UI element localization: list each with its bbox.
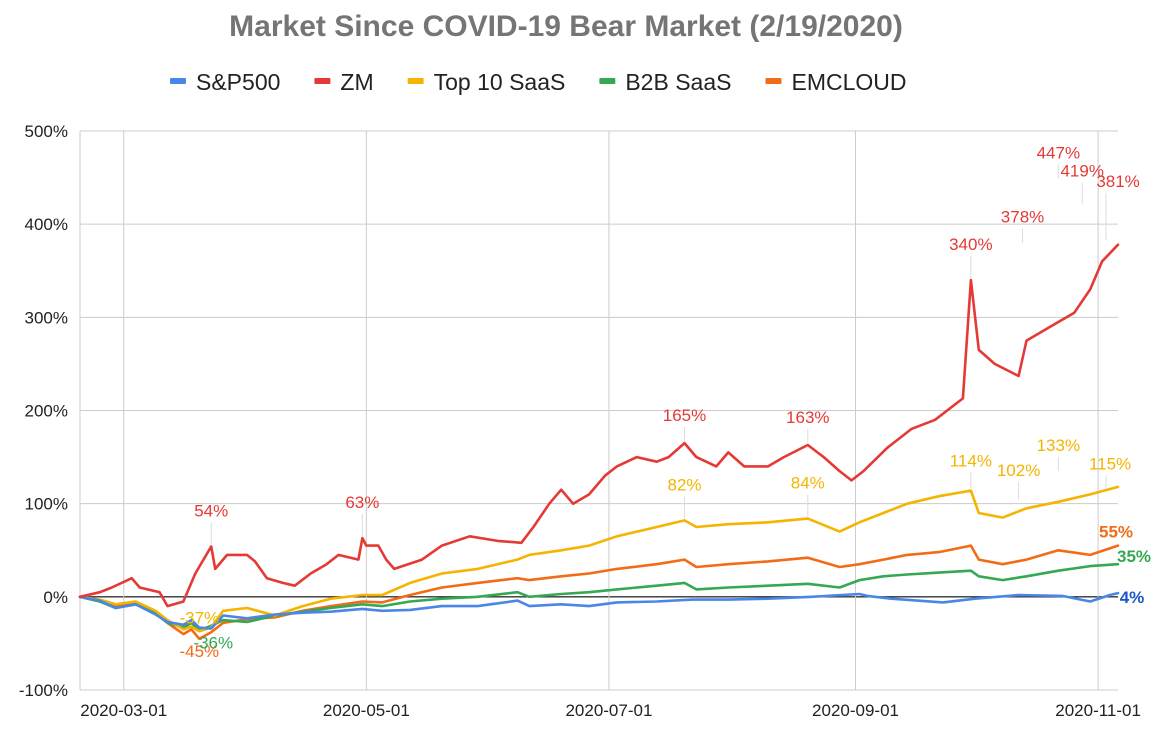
data-label-zm: 54% <box>194 502 228 521</box>
y-tick-label: 400% <box>25 215 68 234</box>
data-label-top-10-saas: 115% <box>1089 455 1131 474</box>
data-label-top-10-saas: 133% <box>1037 436 1080 455</box>
y-tick-label: 300% <box>25 308 68 327</box>
data-label-b2b-saas: 35% <box>1117 547 1151 566</box>
data-label-top-10-saas: 82% <box>667 475 701 494</box>
legend-swatch-top-10-saas <box>407 78 424 84</box>
data-labels: 54% 63% 165% 163% 340% 378% 447%419%381% -37% 82… <box>179 143 1151 660</box>
y-tick-label: 200% <box>25 402 68 421</box>
data-label-top-10-saas: 114% <box>950 452 992 471</box>
y-axis-tick-labels: -100% 0% 100% 200% 300% 400% 500% <box>19 122 68 700</box>
data-label-zm: 419% <box>1060 161 1103 180</box>
data-label-top-10-saas: -37% <box>179 608 219 627</box>
data-label-zm: 447% <box>1037 143 1080 162</box>
x-axis-tick-labels: 2020-03-01 2020-05-01 2020-07-01 2020-09-01… <box>80 701 1141 720</box>
data-label-sp500: 4% <box>1120 588 1145 607</box>
x-tick-label: 2020-03-01 <box>80 701 167 720</box>
legend-swatch-sp500 <box>170 78 186 84</box>
data-label-zm: 381% <box>1096 172 1139 191</box>
data-label-top-10-saas: 84% <box>791 474 825 493</box>
legend-label-b2b-saas: B2B SaaS <box>625 69 731 95</box>
data-label-zm: 63% <box>345 493 379 512</box>
legend: S&P500 ZM Top 10 SaaS B2B SaaS EMCLOUD <box>170 69 907 95</box>
data-label-emcloud: -45% <box>179 642 219 661</box>
y-tick-label: 500% <box>25 122 68 141</box>
data-label-zm: 340% <box>949 235 992 254</box>
series-line-sp500 <box>78 591 1120 630</box>
series-line-zm <box>78 243 1120 608</box>
series-line-emcloud <box>78 544 1120 641</box>
chart-title: Market Since COVID-19 Bear Market (2/19/… <box>229 10 903 43</box>
legend-label-zm: ZM <box>340 69 373 95</box>
x-tick-label: 2020-09-01 <box>812 701 899 720</box>
data-label-zm: 165% <box>663 406 706 425</box>
legend-label-sp500: S&P500 <box>196 69 280 95</box>
legend-label-emcloud: EMCLOUD <box>791 69 906 95</box>
legend-swatch-zm <box>314 78 331 84</box>
series-line-top-10-saas <box>78 485 1120 633</box>
y-tick-label: 0% <box>43 588 68 607</box>
series-lines <box>78 243 1120 641</box>
data-label-zm: 163% <box>786 408 829 427</box>
data-label-zm: 378% <box>1001 208 1044 227</box>
x-tick-label: 2020-05-01 <box>323 701 410 720</box>
y-tick-label: 100% <box>25 495 68 514</box>
data-label-top-10-saas: 102% <box>997 461 1040 480</box>
legend-swatch-emcloud <box>765 78 782 84</box>
data-label-emcloud: 55% <box>1099 523 1133 542</box>
series-line-b2b-saas <box>78 562 1120 632</box>
legend-swatch-b2b-saas <box>599 78 616 84</box>
y-tick-label: -100% <box>19 681 68 700</box>
data-label-b2b-saas: -36% <box>193 633 233 652</box>
x-tick-label: 2020-07-01 <box>565 701 652 720</box>
gridlines <box>79 130 1118 691</box>
x-tick-label: 2020-11-01 <box>1055 701 1141 720</box>
legend-label-top-10-saas: Top 10 SaaS <box>434 69 566 95</box>
